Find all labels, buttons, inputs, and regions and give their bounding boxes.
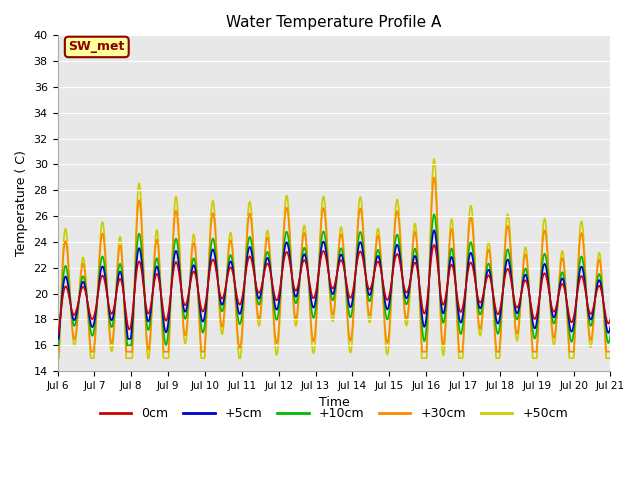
Y-axis label: Temperature ( C): Temperature ( C) [15, 150, 28, 256]
X-axis label: Time: Time [319, 396, 349, 409]
Legend: 0cm, +5cm, +10cm, +30cm, +50cm: 0cm, +5cm, +10cm, +30cm, +50cm [95, 402, 573, 425]
Text: SW_met: SW_met [68, 40, 125, 53]
Title: Water Temperature Profile A: Water Temperature Profile A [227, 15, 442, 30]
